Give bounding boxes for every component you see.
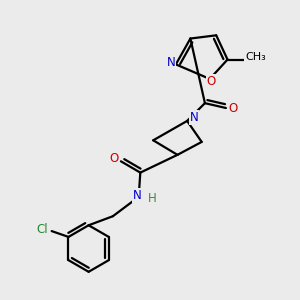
Text: CH₃: CH₃ [245,52,266,62]
Text: O: O [207,75,216,88]
Text: Cl: Cl [37,223,48,236]
Text: N: N [190,111,199,124]
Text: N: N [133,189,142,202]
Text: N: N [167,56,176,69]
Text: H: H [148,192,157,205]
Text: O: O [228,101,238,115]
Text: O: O [109,152,119,165]
